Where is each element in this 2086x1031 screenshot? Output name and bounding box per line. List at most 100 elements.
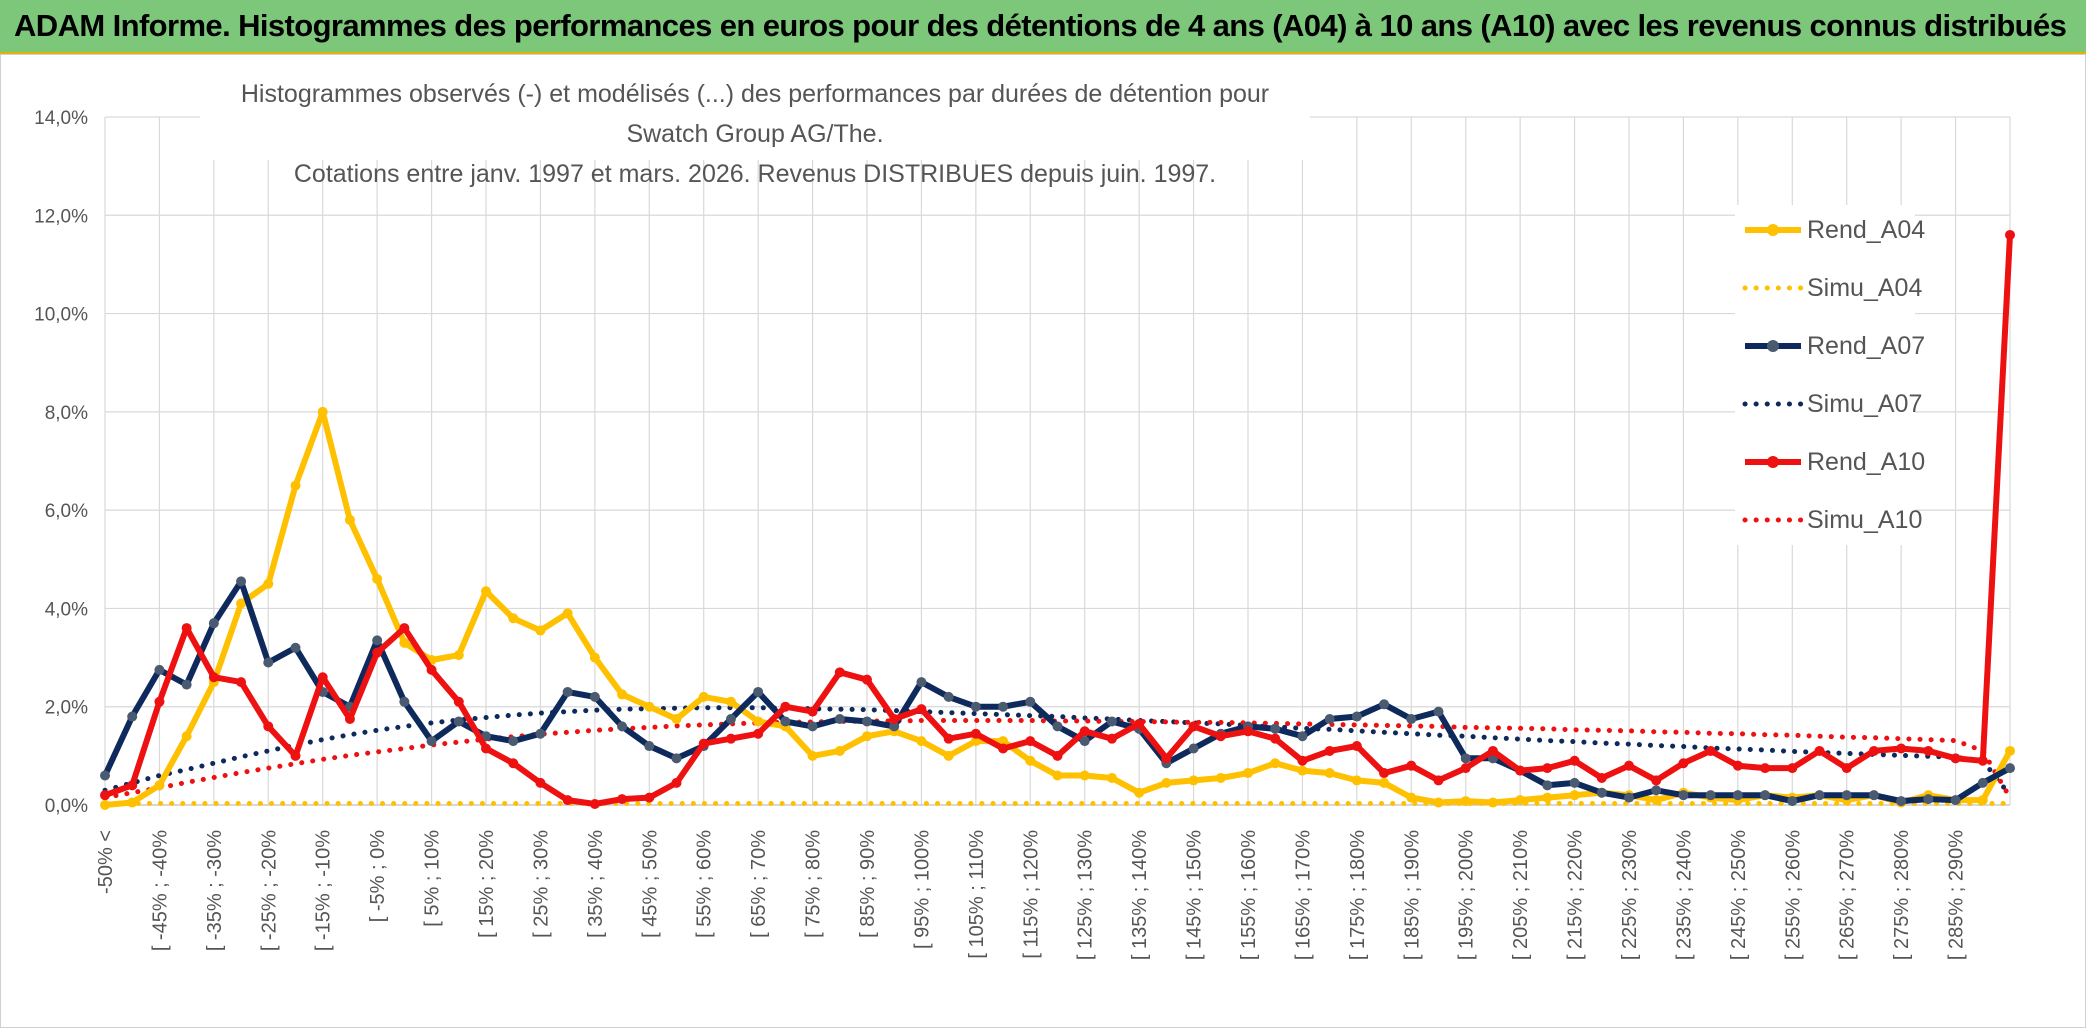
legend-swatch-simu-a10 (1742, 517, 1804, 523)
x-tick-label: [ 65% ; 70% (748, 830, 770, 938)
data-point (453, 716, 464, 727)
data-point (834, 714, 845, 724)
data-point (1079, 736, 1090, 747)
data-point (1542, 763, 1553, 774)
data-point (1351, 741, 1362, 752)
data-point (127, 711, 138, 722)
data-point (372, 573, 383, 584)
series-line (102, 705, 2013, 798)
data-point (1460, 763, 1471, 774)
data-point (154, 696, 165, 707)
data-point (154, 780, 165, 791)
data-point (1406, 792, 1417, 803)
data-point (181, 623, 192, 634)
data-point (753, 728, 764, 739)
data-point (1651, 775, 1662, 786)
legend-swatch-rend-a10 (1745, 456, 1801, 468)
data-point (644, 701, 655, 712)
data-point (725, 733, 736, 744)
data-point (1025, 696, 1036, 707)
data-point (780, 716, 791, 727)
data-point (263, 578, 274, 589)
data-point (344, 514, 355, 525)
legend-marker (1767, 224, 1779, 236)
data-point (1243, 726, 1253, 737)
y-tick-label: 8,0% (45, 403, 88, 424)
series-simu-a07 (102, 705, 2013, 798)
data-point (1052, 750, 1063, 761)
data-point (1052, 721, 1063, 732)
data-point (562, 686, 573, 697)
data-point (617, 689, 628, 700)
legend-item-rend-a10: Rend_A10 (1735, 447, 1925, 477)
series-rend-a10 (100, 229, 2015, 810)
data-point (290, 750, 301, 761)
data-point (862, 674, 872, 685)
x-tick-label: [ -5% ; 0% (367, 830, 389, 922)
data-point (1705, 790, 1716, 801)
data-point (100, 800, 110, 810)
data-point (1596, 772, 1607, 783)
x-tick-label: [ 15% ; 20% (476, 830, 498, 938)
legend-swatch-simu-a07 (1742, 401, 1804, 407)
legend-item-rend-a07: Rend_A07 (1735, 331, 1925, 361)
data-point (372, 635, 383, 646)
data-point (236, 576, 247, 587)
data-point (1977, 795, 1988, 806)
x-tick-label: [ 275% ; 280% (1891, 830, 1913, 960)
data-point (453, 696, 464, 707)
data-point (1841, 763, 1852, 774)
data-point (1868, 745, 1879, 756)
vertical-gridlines (104, 117, 2011, 805)
data-point (589, 799, 600, 810)
data-point (617, 721, 628, 732)
series-line (103, 234, 2013, 807)
data-point (1678, 758, 1689, 769)
data-point (1515, 765, 1526, 776)
data-point (1814, 790, 1825, 801)
data-point (1025, 755, 1036, 766)
data-point (236, 598, 247, 609)
data-point (1351, 711, 1362, 722)
data-point (807, 706, 818, 717)
x-tick-label: [ 175% ; 180% (1347, 830, 1369, 960)
data-point (1270, 733, 1281, 744)
data-point (208, 672, 219, 683)
data-point (1950, 753, 1961, 764)
x-tick-label: [ 285% ; 290% (1946, 830, 1968, 960)
legend-label-rend-a10: Rend_A10 (1807, 448, 1926, 476)
data-point (1760, 790, 1771, 801)
data-point (1433, 775, 1444, 786)
data-point (1351, 775, 1362, 786)
legend-swatch-rend-a07 (1745, 340, 1801, 352)
x-tick-label: [ 215% ; 220% (1565, 830, 1587, 960)
data-point (943, 750, 954, 761)
data-point (1651, 795, 1662, 806)
x-tick-label: [ 95% ; 100% (911, 830, 933, 949)
data-point (589, 691, 600, 702)
legend-swatch-simu-a04 (1742, 285, 1804, 291)
data-point (1487, 797, 1498, 808)
data-point (1569, 790, 1580, 801)
x-tick-label: [ 145% ; 150% (1184, 830, 1206, 960)
data-point (1297, 731, 1308, 742)
data-point (1188, 743, 1199, 754)
data-point (1977, 777, 1988, 788)
data-point (1732, 760, 1743, 771)
data-point (1542, 792, 1553, 803)
chart-title-box: Histogrammes observés (-) et modélisés (… (200, 74, 1310, 188)
data-point (916, 704, 927, 715)
data-point (862, 731, 872, 742)
data-point (698, 691, 709, 702)
data-point (1814, 745, 1825, 756)
y-tick-label: 12,0% (34, 206, 88, 227)
data-point (1052, 770, 1063, 781)
data-point (372, 647, 383, 658)
report-banner: ADAM Informe. Histogrammes des performan… (0, 0, 2086, 54)
data-point (1624, 792, 1634, 803)
x-tick-label: [ 225% ; 230% (1619, 830, 1641, 960)
data-point (834, 745, 845, 756)
x-tick-label: [ 155% ; 160% (1238, 830, 1260, 960)
legend-label-simu-a07: Simu_A07 (1807, 390, 1923, 418)
